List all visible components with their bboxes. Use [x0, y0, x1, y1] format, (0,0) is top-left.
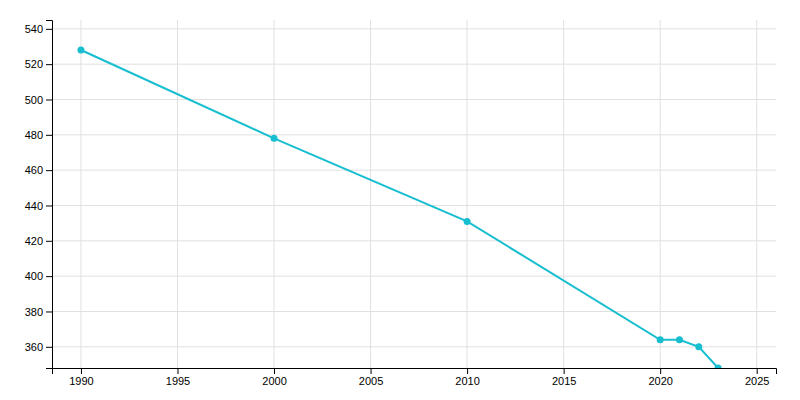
- y-tick-mark: [46, 205, 52, 206]
- x-tick-label: 2010: [455, 375, 479, 387]
- y-tick-mark: [46, 135, 52, 136]
- point: [271, 135, 278, 142]
- y-tick: 480: [25, 129, 52, 141]
- y-tick: 540: [25, 23, 52, 35]
- x-tick: 2020: [648, 368, 672, 387]
- x-tick-mark: [274, 368, 275, 374]
- x-tick-mark: [467, 368, 468, 374]
- y-tick-mark: [46, 347, 52, 348]
- x-tick: 1990: [69, 368, 93, 387]
- chart: 1990 1995 2000 2005 2010 2015 2020 2025 360 380 40…: [0, 0, 800, 400]
- y-axis: 360 380 400 420 440 460 480 500 520 540: [25, 21, 53, 369]
- x-grid-line: [370, 20, 371, 368]
- y-tick-mark: [46, 64, 52, 65]
- y-grid-line: [52, 240, 776, 241]
- x-tick-label: 2025: [745, 375, 769, 387]
- y-tick-mark: [46, 241, 52, 242]
- y-tick: 360: [25, 341, 52, 353]
- y-grid-line: [52, 28, 776, 29]
- x-tick-label: 2005: [359, 375, 383, 387]
- y-tick: 520: [25, 58, 52, 70]
- y-grid-line: [52, 311, 776, 312]
- x-tick: 2000: [262, 368, 286, 387]
- y-tick-mark: [46, 311, 52, 312]
- x-tick-mark: [177, 368, 178, 374]
- x-tick-label: 1995: [166, 375, 190, 387]
- x-tick: 2025: [745, 368, 769, 387]
- point: [77, 47, 84, 54]
- series: [77, 47, 721, 368]
- x-axis-line: [53, 369, 777, 375]
- x-tick-label: 2015: [552, 375, 576, 387]
- y-tick-label: 480: [25, 129, 43, 141]
- grid: [52, 20, 776, 368]
- y-axis-line: [46, 21, 53, 369]
- y-tick-label: 400: [25, 270, 43, 282]
- y-tick-label: 500: [25, 94, 43, 106]
- y-grid-line: [52, 276, 776, 277]
- y-tick-mark: [46, 29, 52, 30]
- y-tick-label: 460: [25, 164, 43, 176]
- y-tick-label: 520: [25, 58, 43, 70]
- x-tick-mark: [81, 368, 82, 374]
- x-grid-line: [80, 20, 81, 368]
- x-tick-label: 2000: [262, 375, 286, 387]
- y-grid-line: [52, 99, 776, 100]
- point: [464, 218, 471, 225]
- y-tick-label: 360: [25, 341, 43, 353]
- x-tick-label: 2020: [648, 375, 672, 387]
- line: [81, 50, 718, 368]
- y-tick-label: 380: [25, 305, 43, 317]
- y-tick-mark: [46, 99, 52, 100]
- x-tick: 2015: [552, 368, 576, 387]
- x-tick-mark: [564, 368, 565, 374]
- point: [695, 343, 702, 350]
- x-grid-line: [274, 20, 275, 368]
- y-tick-mark: [46, 170, 52, 171]
- point: [657, 336, 664, 343]
- plot-area: 1990 1995 2000 2005 2010 2015 2020 2025 360 380 40…: [25, 20, 777, 387]
- x-grid-line: [563, 20, 564, 368]
- point: [676, 336, 683, 343]
- x-grid-line: [660, 20, 661, 368]
- y-grid-line: [52, 134, 776, 135]
- x-tick-label: 1990: [69, 375, 93, 387]
- x-tick: 2010: [455, 368, 479, 387]
- x-grid-line: [756, 20, 757, 368]
- y-tick: 460: [25, 164, 52, 176]
- x-tick-mark: [757, 368, 758, 374]
- x-tick: 1995: [166, 368, 190, 387]
- y-tick-label: 540: [25, 23, 43, 35]
- y-grid-line: [52, 170, 776, 171]
- x-tick-mark: [371, 368, 372, 374]
- y-tick: 400: [25, 270, 52, 282]
- y-tick-label: 420: [25, 235, 43, 247]
- y-grid-line: [52, 346, 776, 347]
- x-axis: 1990 1995 2000 2005 2010 2015 2020 2025: [53, 368, 777, 387]
- y-tick: 420: [25, 235, 52, 247]
- x-tick-mark: [660, 368, 661, 374]
- y-tick: 440: [25, 200, 52, 212]
- y-tick-label: 440: [25, 200, 43, 212]
- y-grid-line: [52, 64, 776, 65]
- x-grid-line: [177, 20, 178, 368]
- x-grid-line: [467, 20, 468, 368]
- y-tick: 500: [25, 94, 52, 106]
- point: [715, 365, 722, 369]
- y-tick: 380: [25, 305, 52, 317]
- y-tick-mark: [46, 276, 52, 277]
- x-tick: 2005: [359, 368, 383, 387]
- y-grid-line: [52, 205, 776, 206]
